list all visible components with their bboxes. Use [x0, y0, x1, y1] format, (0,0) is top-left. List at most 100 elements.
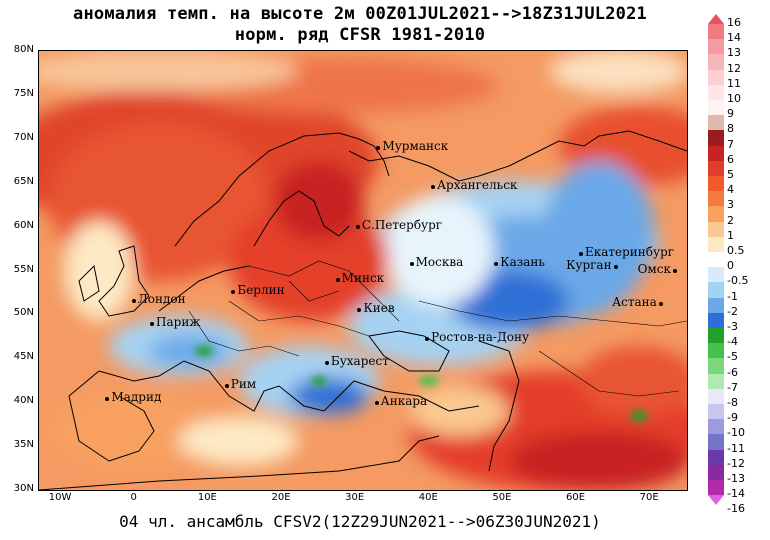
colorbar-label: 12	[727, 61, 741, 75]
colorbar-swatch	[708, 282, 724, 298]
colorbar-swatch	[708, 221, 724, 237]
lon-tick-label: 30E	[345, 492, 365, 503]
colorbar-label: -8	[727, 396, 738, 409]
colorbar-swatch	[708, 328, 724, 344]
colorbar-swatch	[708, 236, 724, 252]
city-marker	[658, 302, 663, 307]
colorbar-swatch	[708, 434, 724, 450]
city-marker	[409, 261, 414, 266]
city-label: Рим	[230, 376, 257, 391]
colorbar-label: 0.5	[727, 244, 745, 257]
colorbar-swatch	[708, 115, 724, 131]
city-label: Анкара	[380, 393, 428, 408]
colorbar-swatch	[708, 480, 724, 496]
lat-tick-label: 60N	[13, 219, 34, 231]
colorbar-swatch	[708, 312, 724, 328]
colorbar-swatch	[708, 404, 724, 420]
city-label: Мурманск	[382, 138, 449, 153]
colorbar-swatch	[708, 464, 724, 480]
colorbar-swatch	[708, 267, 724, 283]
lat-tick-label: 35N	[13, 439, 34, 451]
lon-tick-label: 40E	[418, 492, 438, 503]
map-subtitle: норм. ряд CFSR 1981-2010	[234, 25, 486, 45]
city-label: Казань	[500, 254, 545, 269]
colorbar-swatch	[708, 100, 724, 116]
city-label: Москва	[415, 254, 464, 269]
colorbar-label: 11	[727, 76, 741, 90]
colorbar-swatch	[708, 176, 724, 192]
city-marker	[613, 264, 618, 269]
city-label: Берлин	[237, 283, 285, 298]
city-label: Архангельск	[436, 177, 518, 192]
lat-tick-label: 40N	[13, 395, 34, 407]
city-label: Киев	[363, 301, 395, 316]
colorbar-swatch	[708, 449, 724, 465]
colorbar-label: -5	[727, 350, 738, 364]
city-marker	[105, 396, 110, 401]
map-title: аномалия темп. на высоте 2м 00Z01JUL2021…	[73, 4, 647, 24]
colorbar-swatch	[708, 69, 724, 85]
lat-tick-label: 80N	[13, 44, 34, 55]
lon-tick-label: 60E	[566, 492, 586, 503]
colorbar-swatch	[708, 191, 724, 207]
city-label: Екатеринбург	[584, 245, 675, 260]
city-label: Астана	[612, 295, 657, 310]
colorbar	[705, 14, 729, 528]
colorbar-label: -13	[727, 472, 745, 485]
anomaly-field	[39, 51, 687, 490]
colorbar-swatch	[708, 206, 724, 222]
city-label: Минск	[341, 271, 385, 286]
colorbar-label: -10	[727, 426, 745, 440]
colorbar-label: 16	[727, 16, 741, 29]
colorbar-swatch	[708, 373, 724, 389]
colorbar-label: -7	[727, 380, 738, 394]
city-label: Ростов-на-Дону	[431, 329, 530, 344]
colorbar-label: 7	[727, 137, 734, 151]
city-marker	[374, 400, 379, 405]
city-marker	[425, 336, 430, 341]
lon-tick-label: 20E	[271, 492, 291, 503]
colorbar-label: -9	[727, 411, 738, 425]
colorbar-label: -1	[727, 289, 738, 303]
colorbar-swatch	[708, 54, 724, 70]
colorbar-label: 10	[727, 92, 741, 105]
city-label: Лондон	[137, 292, 186, 307]
colorbar-label: 14	[727, 31, 741, 45]
city-label: Париж	[156, 315, 201, 330]
colorbar-label: -0.5	[727, 274, 749, 288]
city-marker	[355, 225, 360, 230]
anomaly-map: Мурманск Архангельск С.Петербург Екатеринбу…	[38, 50, 688, 491]
lat-tick-label: 70N	[13, 131, 34, 143]
city-marker	[376, 145, 381, 150]
colorbar-swatch	[708, 84, 724, 100]
colorbar-label: -3	[727, 320, 738, 333]
colorbar-swatch	[708, 130, 724, 146]
colorbar-label: 8	[727, 122, 734, 136]
city-marker	[335, 278, 340, 283]
lat-tick-label: 50N	[13, 307, 34, 319]
lat-tick-label: 55N	[13, 263, 34, 275]
colorbar-label: 0	[727, 259, 734, 273]
colorbar-label: 9	[727, 107, 734, 121]
colorbar-label: -14	[727, 487, 745, 501]
colorbar-label: 6	[727, 152, 734, 166]
city-marker	[494, 261, 499, 266]
colorbar-swatch	[708, 343, 724, 359]
lon-tick-label: 50E	[492, 492, 512, 503]
city-label: Омск	[637, 261, 671, 276]
city-marker	[430, 184, 435, 189]
city-marker	[231, 290, 236, 295]
colorbar-label: -11	[727, 441, 745, 455]
city-label: Курган	[566, 257, 612, 272]
colorbar-label: -12	[727, 456, 745, 470]
city-marker	[324, 361, 329, 366]
city-marker	[672, 268, 677, 273]
colorbar-swatch	[708, 252, 724, 268]
city-label: С.Петербург	[361, 218, 443, 233]
colorbar-swatch	[708, 160, 724, 176]
colorbar-label: 2	[727, 213, 734, 227]
city-marker	[578, 252, 583, 257]
colorbar-label: 3	[727, 198, 734, 212]
colorbar-bottom-arrow	[708, 495, 724, 506]
colorbar-swatch	[708, 39, 724, 55]
